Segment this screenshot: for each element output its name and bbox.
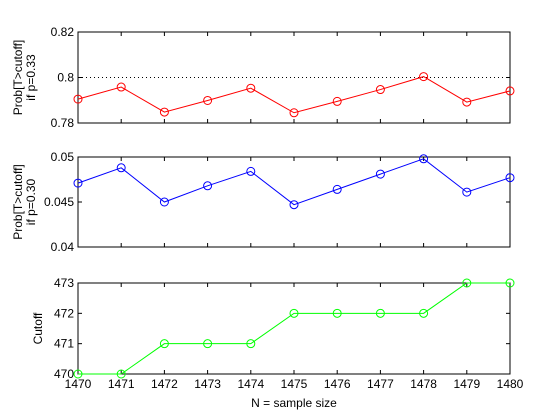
- x-tick-label: 1470: [65, 377, 92, 391]
- y-tick-label: 0.04: [51, 240, 75, 254]
- data-point: [505, 173, 515, 183]
- data-point: [203, 181, 213, 191]
- data-point: [159, 197, 169, 207]
- x-tick-label: 1476: [324, 377, 351, 391]
- data-point: [246, 83, 256, 93]
- data-point: [505, 86, 515, 96]
- y-tick-label: 0.045: [44, 195, 74, 209]
- data-point: [375, 308, 385, 318]
- data-point: [289, 200, 299, 210]
- x-tick-label: 1479: [453, 377, 480, 391]
- plot-area-3: [77, 282, 511, 375]
- data-point: [246, 339, 256, 349]
- x-tick-label: 1471: [108, 377, 135, 391]
- y-tick-label: 0.82: [51, 25, 75, 39]
- series-line: [77, 76, 511, 114]
- x-tick-label: 1473: [194, 377, 221, 391]
- data-point: [375, 169, 385, 179]
- data-point: [159, 107, 169, 117]
- data-point: [116, 163, 126, 173]
- y-tick-label: 472: [54, 306, 74, 320]
- data-point: [332, 96, 342, 106]
- data-point: [73, 178, 83, 188]
- data-point: [203, 339, 213, 349]
- y-tick-label: 473: [54, 276, 74, 290]
- data-point: [116, 369, 126, 379]
- plot-area-2: [77, 156, 511, 248]
- data-point: [73, 94, 83, 104]
- y-tick-label: 470: [54, 367, 74, 381]
- data-point: [462, 278, 472, 288]
- data-point: [289, 108, 299, 118]
- y-tick-label: 471: [54, 337, 74, 351]
- x-tick-label: 1480: [497, 377, 524, 391]
- y-axis-label: if p=0.33: [24, 54, 38, 101]
- y-axis-label: Cutoff: [31, 312, 45, 344]
- data-point: [332, 184, 342, 194]
- y-axis-label: Prob[T>cutoff]: [11, 40, 25, 116]
- data-point: [505, 278, 515, 288]
- y-tick-label: 0.78: [51, 116, 75, 130]
- data-point: [419, 154, 429, 164]
- x-tick-label: 1475: [281, 377, 308, 391]
- y-axis-label: Prob[T>cutoff]: [11, 164, 25, 240]
- data-point: [419, 72, 429, 82]
- y-axis-label: if p=0.30: [24, 178, 38, 225]
- x-tick-label: 1477: [367, 377, 394, 391]
- data-point: [462, 187, 472, 197]
- y-tick-label: 0.8: [57, 71, 74, 85]
- data-point: [419, 308, 429, 318]
- data-point: [332, 308, 342, 318]
- data-point: [462, 97, 472, 107]
- data-point: [289, 308, 299, 318]
- data-point: [246, 166, 256, 176]
- data-point: [159, 339, 169, 349]
- data-point: [73, 369, 83, 379]
- x-tick-label: 1478: [410, 377, 437, 391]
- data-point: [116, 82, 126, 92]
- series-line: [77, 158, 511, 206]
- data-point: [375, 85, 385, 95]
- x-axis-label: N = sample size: [251, 396, 337, 410]
- y-tick-label: 0.05: [51, 150, 75, 164]
- x-tick-label: 1472: [151, 377, 178, 391]
- x-tick-label: 1474: [237, 377, 264, 391]
- data-point: [203, 95, 213, 105]
- series-line: [78, 282, 510, 375]
